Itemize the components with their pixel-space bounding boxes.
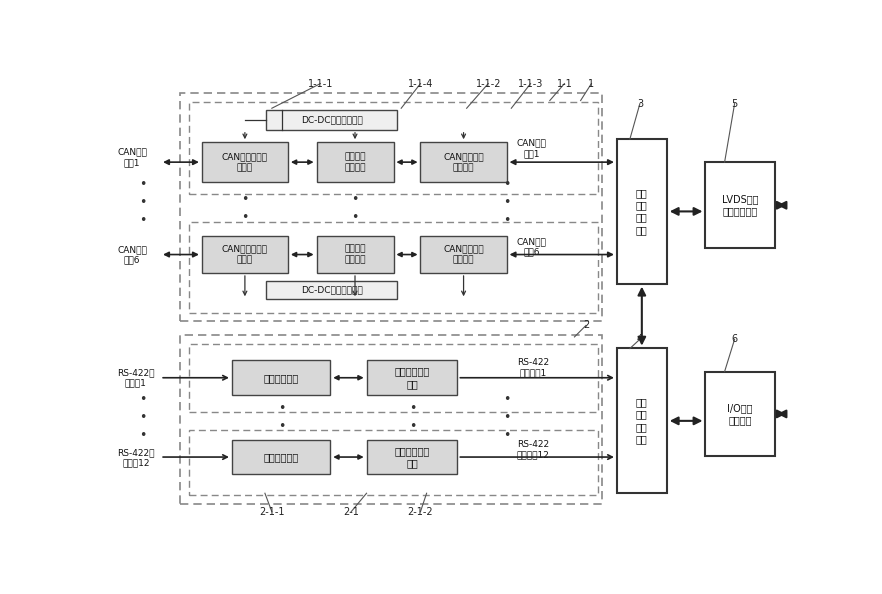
Text: CAN总线
通道6: CAN总线 通道6 bbox=[517, 237, 547, 257]
Bar bbox=[706, 372, 774, 456]
Text: CAN总线信号驱
动模块: CAN总线信号驱 动模块 bbox=[222, 245, 268, 264]
Bar bbox=[190, 430, 598, 495]
Text: 5: 5 bbox=[731, 99, 737, 109]
Text: 1: 1 bbox=[588, 78, 594, 89]
Text: RS-422
总线通道12: RS-422 总线通道12 bbox=[517, 440, 549, 460]
Text: 1-1-4: 1-1-4 bbox=[407, 78, 433, 89]
Bar bbox=[180, 93, 602, 321]
Text: I/O信号
接口模块: I/O信号 接口模块 bbox=[728, 403, 752, 425]
Text: 2-1-2: 2-1-2 bbox=[407, 507, 433, 517]
Text: 4: 4 bbox=[637, 334, 643, 345]
Text: CAN总线信号
控制模块: CAN总线信号 控制模块 bbox=[444, 245, 484, 264]
Bar bbox=[190, 344, 598, 412]
Bar bbox=[232, 360, 331, 396]
Bar bbox=[180, 334, 602, 504]
Text: CAN总线
通道1: CAN总线 通道1 bbox=[117, 148, 147, 168]
Text: CAN总线信号
控制模块: CAN总线信号 控制模块 bbox=[444, 152, 484, 172]
Text: RS-422
总线通道1: RS-422 总线通道1 bbox=[517, 358, 549, 377]
Text: LVDS信号
转换接口模块: LVDS信号 转换接口模块 bbox=[721, 194, 759, 216]
Text: •
•: • • bbox=[351, 193, 359, 224]
Text: 6: 6 bbox=[731, 334, 737, 345]
Bar bbox=[202, 142, 288, 182]
Bar bbox=[706, 162, 774, 248]
Text: •
•: • • bbox=[241, 193, 249, 224]
Bar bbox=[617, 349, 667, 493]
Text: 2-1: 2-1 bbox=[343, 507, 359, 517]
Text: •
•
•: • • • bbox=[139, 393, 147, 443]
Text: •
•
•: • • • bbox=[139, 178, 147, 227]
Text: CAN总线信号驱
动模块: CAN总线信号驱 动模块 bbox=[222, 152, 268, 172]
Text: 1-1-2: 1-1-2 bbox=[475, 78, 501, 89]
Text: 1-1-1: 1-1-1 bbox=[308, 78, 333, 89]
Bar bbox=[190, 222, 598, 313]
Text: 电平转换模块: 电平转换模块 bbox=[264, 452, 299, 462]
Text: 3: 3 bbox=[637, 99, 643, 109]
Bar bbox=[266, 110, 398, 130]
Bar bbox=[202, 236, 288, 273]
Bar bbox=[266, 281, 398, 299]
Text: DC-DC隔离供电模块: DC-DC隔离供电模块 bbox=[301, 115, 363, 124]
Text: •
•: • • bbox=[409, 402, 416, 433]
Text: RS-422总
线通道1: RS-422总 线通道1 bbox=[117, 368, 154, 387]
Text: 第一
监测
控制
模块: 第一 监测 控制 模块 bbox=[636, 188, 647, 235]
Text: •
•
•: • • • bbox=[503, 393, 511, 443]
Text: CAN总线
通道6: CAN总线 通道6 bbox=[117, 245, 147, 264]
Text: •
•: • • bbox=[278, 402, 286, 433]
Text: 2: 2 bbox=[583, 320, 589, 330]
Text: 电平转换模块: 电平转换模块 bbox=[264, 373, 299, 383]
Bar bbox=[317, 236, 393, 273]
Text: DC-DC隔离供电模块: DC-DC隔离供电模块 bbox=[301, 286, 363, 295]
Bar bbox=[190, 102, 598, 194]
Text: •
•
•: • • • bbox=[503, 178, 511, 227]
Bar bbox=[421, 142, 506, 182]
Bar bbox=[317, 142, 393, 182]
Text: 1-1-3: 1-1-3 bbox=[518, 78, 543, 89]
Bar bbox=[367, 440, 458, 474]
Text: 第一光耦
隔离模块: 第一光耦 隔离模块 bbox=[344, 152, 366, 172]
Bar bbox=[232, 440, 331, 474]
Text: CAN总线
通道1: CAN总线 通道1 bbox=[517, 138, 547, 158]
Text: 第一光耦
隔离模块: 第一光耦 隔离模块 bbox=[344, 245, 366, 264]
Text: 第二
监测
控制
模块: 第二 监测 控制 模块 bbox=[636, 397, 647, 444]
Bar bbox=[421, 236, 506, 273]
Text: 2-1-1: 2-1-1 bbox=[259, 507, 285, 517]
Text: RS-422总
线通道12: RS-422总 线通道12 bbox=[117, 448, 154, 467]
Text: 1-1: 1-1 bbox=[557, 78, 572, 89]
Text: 第二光耦隔离
模块: 第二光耦隔离 模块 bbox=[394, 366, 430, 389]
Text: 第二光耦隔离
模块: 第二光耦隔离 模块 bbox=[394, 446, 430, 468]
Bar bbox=[617, 139, 667, 284]
Bar bbox=[367, 360, 458, 396]
